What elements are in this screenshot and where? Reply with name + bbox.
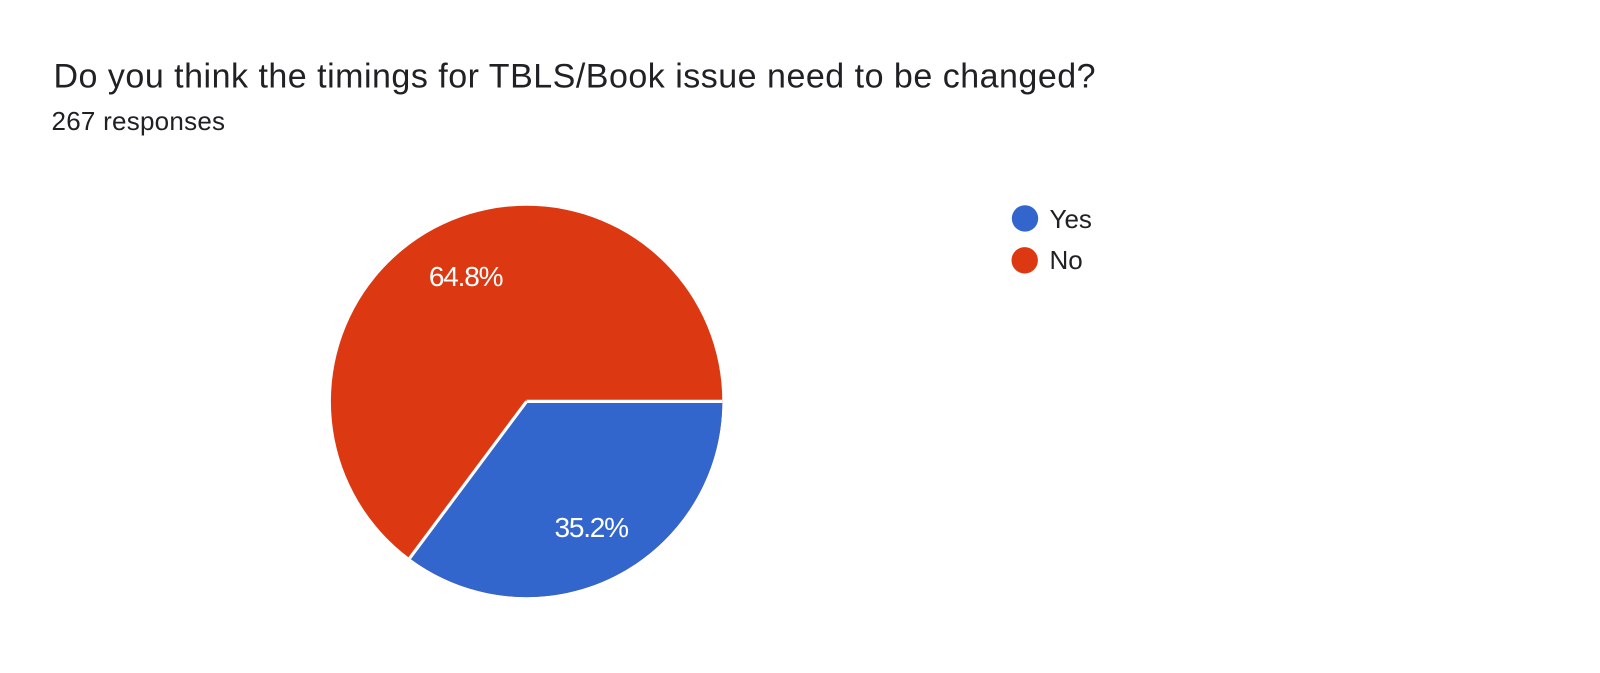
svg-text:No: No [1050, 245, 1083, 275]
svg-text:64.8%: 64.8% [429, 261, 503, 292]
svg-text:Do you think the timings for T: Do you think the timings for TBLS/Book i… [54, 58, 1097, 96]
svg-text:35.2%: 35.2% [554, 512, 628, 543]
svg-text:267 responses: 267 responses [52, 106, 226, 136]
svg-text:Yes: Yes [1050, 204, 1092, 234]
